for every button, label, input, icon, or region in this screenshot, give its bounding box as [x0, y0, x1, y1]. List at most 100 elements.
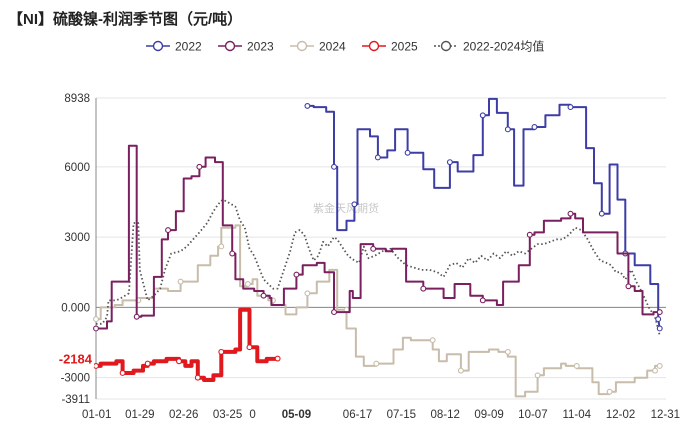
- point-2022-12: [351, 201, 358, 208]
- point-2023-88: [526, 231, 533, 238]
- legend-label: 2022: [175, 40, 202, 54]
- x-tick-label-12: 12-02: [606, 409, 635, 421]
- point-2022-48: [531, 124, 538, 130]
- point-2024-105: [652, 367, 658, 374]
- point-2023-48: [293, 271, 300, 278]
- x-tick-label-11: 11-04: [562, 409, 591, 421]
- point-2023-8: [133, 313, 140, 320]
- series-line-2025: [96, 307, 280, 382]
- callout-box: [44, 349, 94, 368]
- legend-swatch-marker: [296, 40, 308, 52]
- x-tick-label-8: 08-12: [430, 409, 459, 421]
- axes: [95, 98, 666, 399]
- point-2024-63: [429, 337, 436, 344]
- y-tick-label-4: -3000: [61, 373, 90, 385]
- legend-swatch-marker: [224, 40, 236, 52]
- series-line-2023: [96, 144, 660, 330]
- x-tick-label-4: 0: [249, 409, 255, 421]
- point-2022-0: [304, 102, 311, 109]
- y-tick-label-0: 8938: [64, 93, 90, 105]
- x-tick-label-7: 07-15: [387, 409, 416, 421]
- point-2023-104: [625, 283, 632, 290]
- point-2024-98: [606, 388, 613, 395]
- point-2023-56: [331, 309, 337, 316]
- legend-item-2024[interactable]: 2024: [290, 40, 346, 54]
- point-2023-72: [420, 285, 427, 292]
- x-tick-label-1: 01-29: [125, 409, 154, 421]
- legend: 2022 2023 2024 2025 2022-2024均值: [146, 39, 544, 54]
- point-2022-18: [374, 154, 381, 161]
- point-2023-40: [260, 292, 267, 299]
- legend-label: 2023: [247, 40, 274, 54]
- point-2023-111: [656, 309, 663, 316]
- x-tick-label-3: 03-25: [213, 409, 242, 421]
- point-2024-77: [504, 348, 511, 355]
- point-2024-42: [304, 290, 311, 297]
- point-2022-73: [656, 325, 663, 332]
- x-tick-label-13: 12-31: [651, 409, 680, 421]
- legend-item-2022[interactable]: 2022: [146, 40, 202, 54]
- point-2025-12: [144, 360, 151, 367]
- legend-swatch-marker: [368, 40, 380, 52]
- series-layer: [93, 97, 663, 398]
- point-2025-6: [119, 370, 126, 376]
- point-2024-107: [656, 362, 663, 369]
- x-tick-label-6: 06-17: [343, 409, 372, 421]
- point-2024-84: [534, 372, 541, 379]
- point-2022-24: [404, 149, 411, 156]
- point-2024-91: [573, 362, 580, 369]
- legend-swatch-marker: [440, 40, 452, 52]
- point-2023-32: [229, 250, 236, 257]
- legend-item-2022-2024均值[interactable]: 2022-2024均值: [434, 39, 544, 54]
- point-2024-56: [373, 360, 380, 367]
- point-2025-18: [176, 358, 182, 365]
- chart-title: 【NI】硫酸镍-利润季节图（元/吨）: [8, 10, 242, 28]
- point-2023-16: [165, 227, 171, 234]
- ticks: 8938 6000 3000 0.000 -3000 -3911 01-01 01-29 02-…: [61, 93, 680, 421]
- point-2024-21: [218, 243, 225, 250]
- point-2023-24: [196, 163, 203, 170]
- point-2024-14: [177, 278, 184, 285]
- y-tick-label-1: 6000: [64, 162, 90, 174]
- legend-label: 2022-2024均值: [463, 39, 544, 54]
- x-tick-label-2: 02-26: [169, 409, 198, 421]
- legend-label: 2024: [319, 40, 346, 54]
- point-2022-30: [446, 159, 453, 166]
- point-2023-0: [93, 325, 99, 332]
- series-line-2024: [96, 224, 660, 398]
- point-2025-36: [246, 344, 253, 351]
- callout-value: -2184: [59, 352, 93, 367]
- point-2024-28: [244, 281, 251, 287]
- x-tick-label-0: 01-01: [82, 409, 111, 421]
- point-2025-0: [93, 362, 99, 369]
- point-2025-24: [194, 374, 201, 381]
- point-2022-54: [567, 104, 574, 111]
- watermark: 紫金天风期货: [313, 201, 379, 215]
- point-2022-36: [479, 112, 486, 119]
- legend-label: 2025: [391, 40, 418, 54]
- point-2024-0: [93, 316, 99, 323]
- legend-item-2025[interactable]: 2025: [362, 40, 418, 54]
- point-2023-96: [567, 210, 574, 217]
- point-2023-80: [479, 297, 486, 304]
- series-line-2022-2024均值: [96, 198, 661, 336]
- x-tick-label-10: 10-07: [518, 409, 547, 421]
- y-tick-label-3: 0.000: [61, 302, 90, 314]
- point-2023-64: [370, 245, 377, 252]
- legend-item-2023[interactable]: 2023: [218, 40, 274, 54]
- last-value-callout: -2184: [44, 349, 94, 368]
- x-tick-label-5: 05-09: [282, 409, 311, 421]
- point-2024-70: [457, 367, 464, 374]
- point-2025-30: [218, 348, 225, 355]
- point-2022-60: [598, 210, 605, 217]
- point-2022-42: [504, 126, 511, 133]
- y-tick-label-5: -3911: [61, 394, 90, 406]
- y-tick-label-2: 3000: [64, 232, 90, 244]
- point-2022-72: [655, 316, 662, 323]
- x-tick-label-9: 09-09: [474, 409, 503, 421]
- point-2022-6: [331, 163, 337, 170]
- legend-swatch-marker: [152, 40, 164, 52]
- point-2025-42: [274, 355, 281, 362]
